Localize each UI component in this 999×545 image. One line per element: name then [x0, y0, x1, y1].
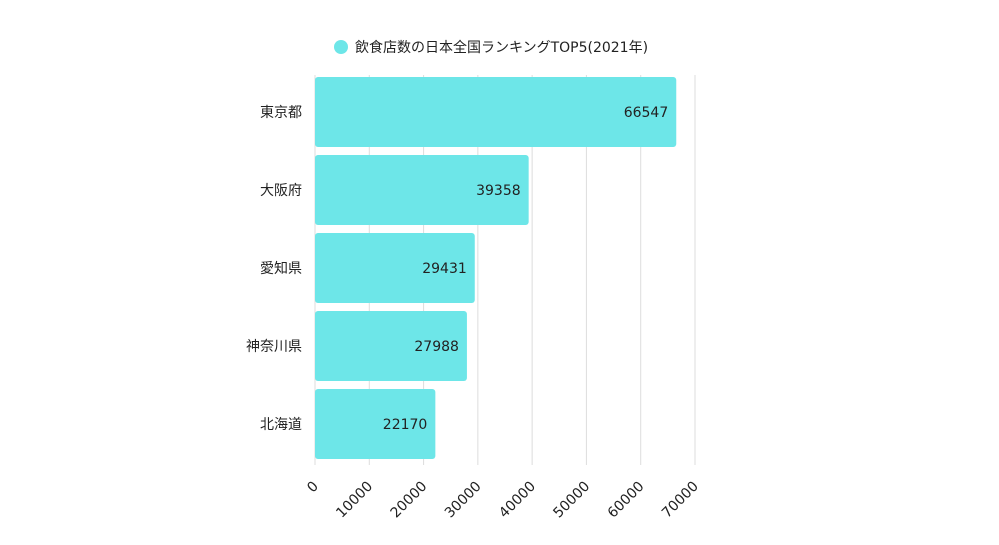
- bar-value-label: 29431: [422, 261, 467, 277]
- bar[interactable]: [315, 311, 467, 381]
- bar[interactable]: [315, 389, 436, 459]
- legend-label: 飲食店数の日本全国ランキングTOP5(2021年): [355, 39, 648, 56]
- x-axis-ticks: 0 10000 20000 30000 40000 50000 60000 70000: [304, 479, 702, 522]
- x-tick-label: 70000: [659, 479, 702, 522]
- x-tick-label: 20000: [388, 479, 431, 522]
- bar[interactable]: [315, 77, 677, 147]
- x-tick-label: 30000: [442, 479, 485, 522]
- category-label: 北海道: [260, 417, 302, 433]
- bar[interactable]: [315, 233, 475, 303]
- x-tick-label: 0: [304, 479, 322, 497]
- bar-value-label: 66547: [624, 105, 669, 121]
- x-tick-label: 40000: [496, 479, 539, 522]
- category-label: 愛知県: [260, 260, 302, 277]
- bars: 66547 東京都 39358 大阪府 29431 愛知県 27988 神奈川県 22170 北海…: [246, 77, 677, 459]
- legend: 飲食店数の日本全国ランキングTOP5(2021年): [334, 39, 648, 56]
- x-tick-label: 50000: [550, 479, 593, 522]
- category-label: 大阪府: [260, 183, 302, 199]
- legend-swatch-icon: [334, 40, 348, 54]
- x-tick-label: 60000: [605, 479, 648, 522]
- bar-value-label: 39358: [476, 183, 521, 199]
- x-tick-label: 10000: [333, 479, 376, 522]
- bar-value-label: 22170: [383, 417, 428, 433]
- category-label: 東京都: [260, 105, 302, 121]
- bar-value-label: 27988: [414, 339, 459, 355]
- category-label: 神奈川県: [246, 339, 302, 355]
- bar[interactable]: [315, 155, 529, 225]
